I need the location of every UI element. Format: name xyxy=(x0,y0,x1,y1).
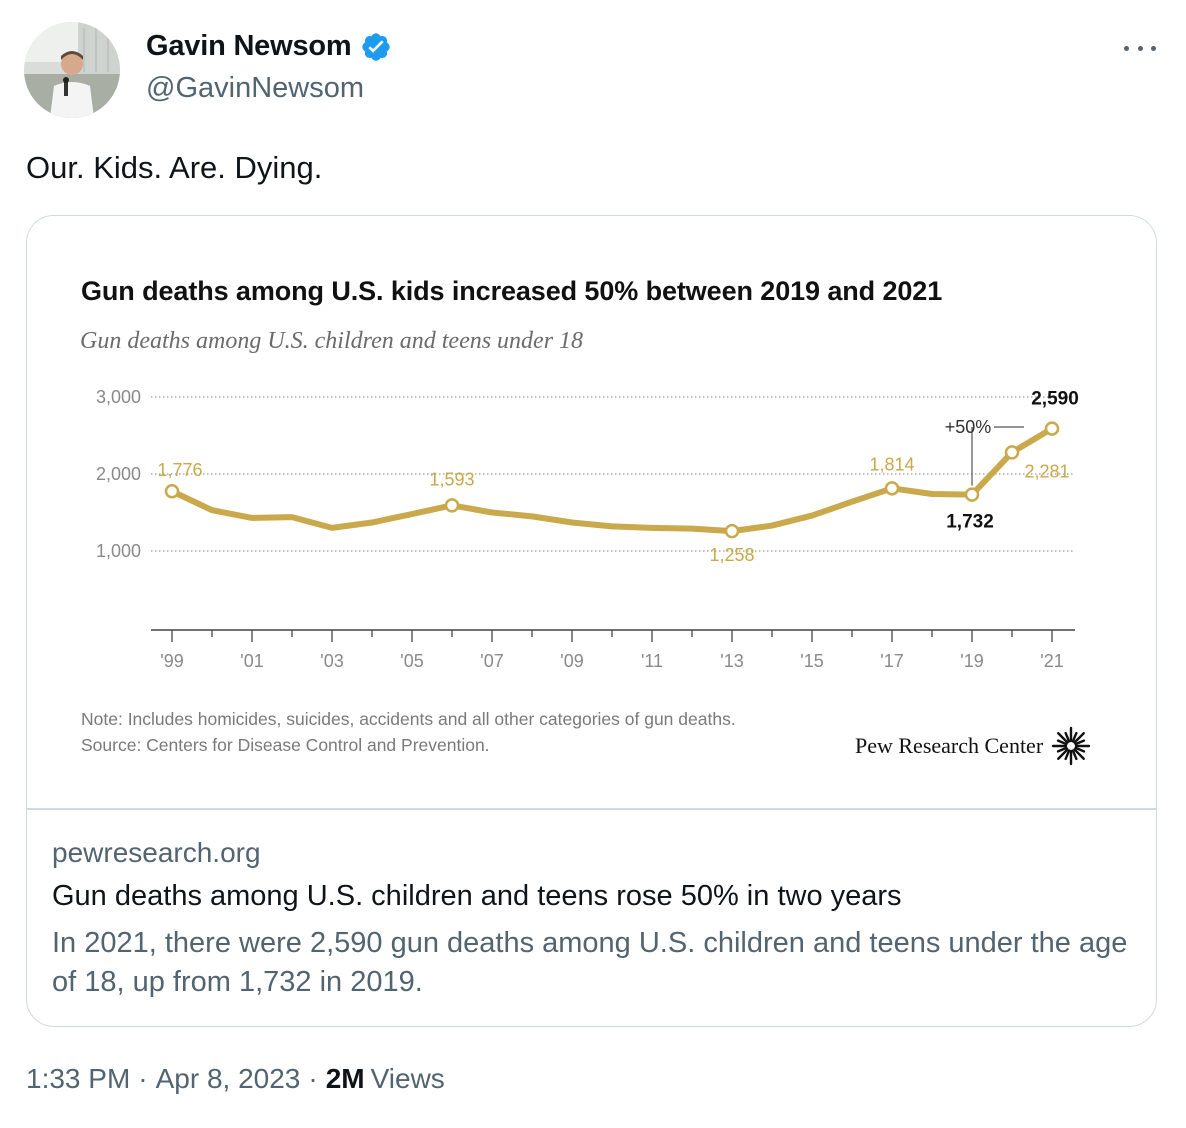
x-tick-label: '15 xyxy=(800,651,823,671)
x-tick-label: '13 xyxy=(720,651,743,671)
chart-title: Gun deaths among U.S. kids increased 50%… xyxy=(81,276,943,306)
x-tick-label: '19 xyxy=(960,651,983,671)
chart-subtitle: Gun deaths among U.S. children and teens… xyxy=(80,328,584,354)
series-line xyxy=(169,425,1055,535)
data-point-marker xyxy=(1004,445,1020,460)
pew-starburst-ray xyxy=(1057,732,1069,744)
data-point-marker xyxy=(724,523,740,539)
avatar-photo xyxy=(24,22,120,118)
author-avatar[interactable] xyxy=(24,22,120,118)
x-tick-label: '05 xyxy=(400,651,423,671)
author-display-name[interactable]: Gavin Newsom xyxy=(146,30,352,62)
pew-starburst-ray xyxy=(1057,739,1068,746)
y-tick-label: 3,000 xyxy=(96,387,141,407)
data-label: 1,593 xyxy=(429,469,474,489)
x-tick-label: '21 xyxy=(1040,651,1063,671)
more-dot xyxy=(1137,45,1143,51)
views-count[interactable]: 2M xyxy=(325,1063,365,1094)
tweet-meta: 1:33 PM · Apr 8, 2023 · 2M Views xyxy=(26,1063,445,1095)
pew-starburst-ray xyxy=(1057,746,1068,753)
y-tick-label: 1,000 xyxy=(96,541,141,561)
pew-starburst-ray xyxy=(1074,746,1086,753)
author-handle[interactable]: @GavinNewsom xyxy=(146,72,364,104)
pew-starburst-ray xyxy=(1071,749,1078,761)
verified-badge-icon[interactable] xyxy=(360,31,392,63)
pew-logo: Pew Research Center xyxy=(855,726,1091,766)
data-point-marker xyxy=(164,483,180,499)
data-point-marker xyxy=(1044,421,1060,436)
more-dot xyxy=(1151,45,1156,51)
card-image[interactable]: 1,000 2,000 3,000 '99 '01 '03 '05 '07 '09 '11 '13 '… xyxy=(27,216,1156,808)
data-label: 2,590 xyxy=(1031,389,1079,410)
card-description[interactable]: In 2021, there were 2,590 gun deaths amo… xyxy=(52,927,1128,998)
pew-starburst-ray xyxy=(1064,731,1071,743)
tweet-time[interactable]: 1:33 PM xyxy=(26,1063,131,1094)
pew-starburst-ray xyxy=(1073,732,1086,744)
x-tick-label: '03 xyxy=(320,651,343,671)
pew-starburst-ray xyxy=(1057,748,1069,760)
data-label: 1,732 xyxy=(946,512,994,533)
x-tick-label: '07 xyxy=(480,651,503,671)
more-dot xyxy=(1124,45,1129,51)
line-chart: 1,000 2,000 3,000 '99 '01 '03 '05 '07 '09 '11 '13 '… xyxy=(96,387,1079,671)
x-tick-label: '99 xyxy=(160,651,183,671)
meta-separator: · xyxy=(138,1063,148,1094)
card-divider xyxy=(27,808,1156,810)
chart-note: Note: Includes homicides, suicides, acci… xyxy=(81,706,736,758)
link-card[interactable]: 1,000 2,000 3,000 '99 '01 '03 '05 '07 '09 '11 '13 '… xyxy=(26,215,1157,1027)
card-title[interactable]: Gun deaths among U.S. children and teens… xyxy=(52,880,902,912)
x-tick-label: '11 xyxy=(641,651,663,671)
tweet-text: Our. Kids. Are. Dying. xyxy=(26,150,323,185)
x-tick-label: '01 xyxy=(240,651,263,671)
tweet-date[interactable]: Apr 8, 2023 xyxy=(155,1063,301,1094)
meta-separator: · xyxy=(308,1063,318,1094)
chart-source-text: Source: Centers for Disease Control and … xyxy=(81,735,490,755)
pew-brand-text: Pew Research Center xyxy=(855,733,1044,758)
pew-starburst-ray xyxy=(1074,739,1086,746)
data-point-marker xyxy=(964,487,980,502)
pew-starburst-icon xyxy=(1051,726,1091,766)
data-label: 2,281 xyxy=(1024,461,1069,481)
card-domain[interactable]: pewresearch.org xyxy=(52,837,261,868)
more-options-icon[interactable] xyxy=(1120,36,1160,60)
pew-starburst-ray xyxy=(1071,731,1078,743)
data-label: 1,776 xyxy=(157,460,202,480)
data-point-marker xyxy=(444,498,460,513)
author-name-row[interactable]: Gavin Newsom xyxy=(146,30,392,63)
pew-starburst-ray xyxy=(1073,748,1086,760)
views-label[interactable]: Views xyxy=(370,1063,445,1094)
data-label: 1,814 xyxy=(869,454,914,474)
data-label: 1,258 xyxy=(709,545,754,565)
y-tick-label: 2,000 xyxy=(96,464,141,484)
data-point-marker xyxy=(884,481,900,496)
pew-starburst-ray xyxy=(1064,749,1071,761)
x-tick-label: '17 xyxy=(880,651,903,671)
chart-note-text: Note: Includes homicides, suicides, acci… xyxy=(81,709,736,729)
x-tick-label: '09 xyxy=(560,651,583,671)
annotation-label: +50% xyxy=(945,417,992,437)
